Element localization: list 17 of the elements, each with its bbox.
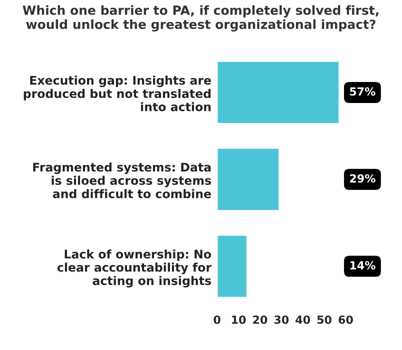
y-tick-label: Fragmented systems: Data is siloed across systems and difficult to combine xyxy=(33,162,211,198)
data-label: 29% xyxy=(350,174,376,183)
bar xyxy=(217,147,280,212)
data-label: 57% xyxy=(350,87,376,96)
x-tick-label: 10 xyxy=(232,316,246,324)
x-tick-label: 60 xyxy=(338,316,353,324)
x-tick-label: 50 xyxy=(317,316,332,324)
bar xyxy=(217,234,248,298)
data-label: 14% xyxy=(350,261,376,270)
y-tick-label: Execution gap: Insights are produced but not translated into action xyxy=(24,76,211,112)
x-tick-label: 30 xyxy=(274,316,289,324)
x-tick-label: 0 xyxy=(214,316,220,324)
x-tick-label: 20 xyxy=(253,316,268,324)
y-tick-label: Lack of ownership: No clear accountability for acting on insights xyxy=(57,249,212,288)
x-tick-label: 40 xyxy=(296,316,310,324)
bar xyxy=(217,60,340,124)
chart-title: Which one barrier to PA, if completely solved first, would unlock the greatest organizational impact? xyxy=(22,5,378,32)
